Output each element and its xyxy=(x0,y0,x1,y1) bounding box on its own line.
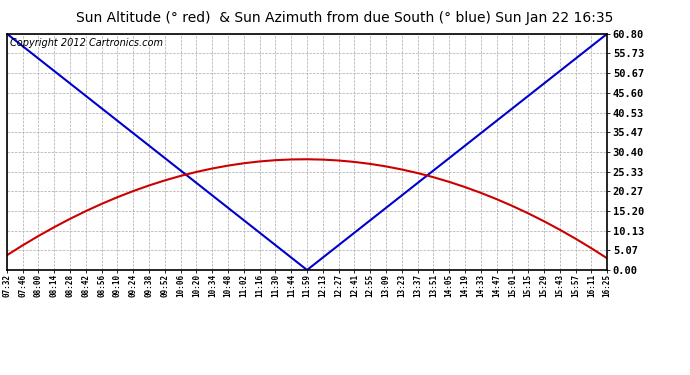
Text: Sun Altitude (° red)  & Sun Azimuth from due South (° blue) Sun Jan 22 16:35: Sun Altitude (° red) & Sun Azimuth from … xyxy=(77,11,613,25)
Text: Copyright 2012 Cartronics.com: Copyright 2012 Cartronics.com xyxy=(10,39,163,48)
